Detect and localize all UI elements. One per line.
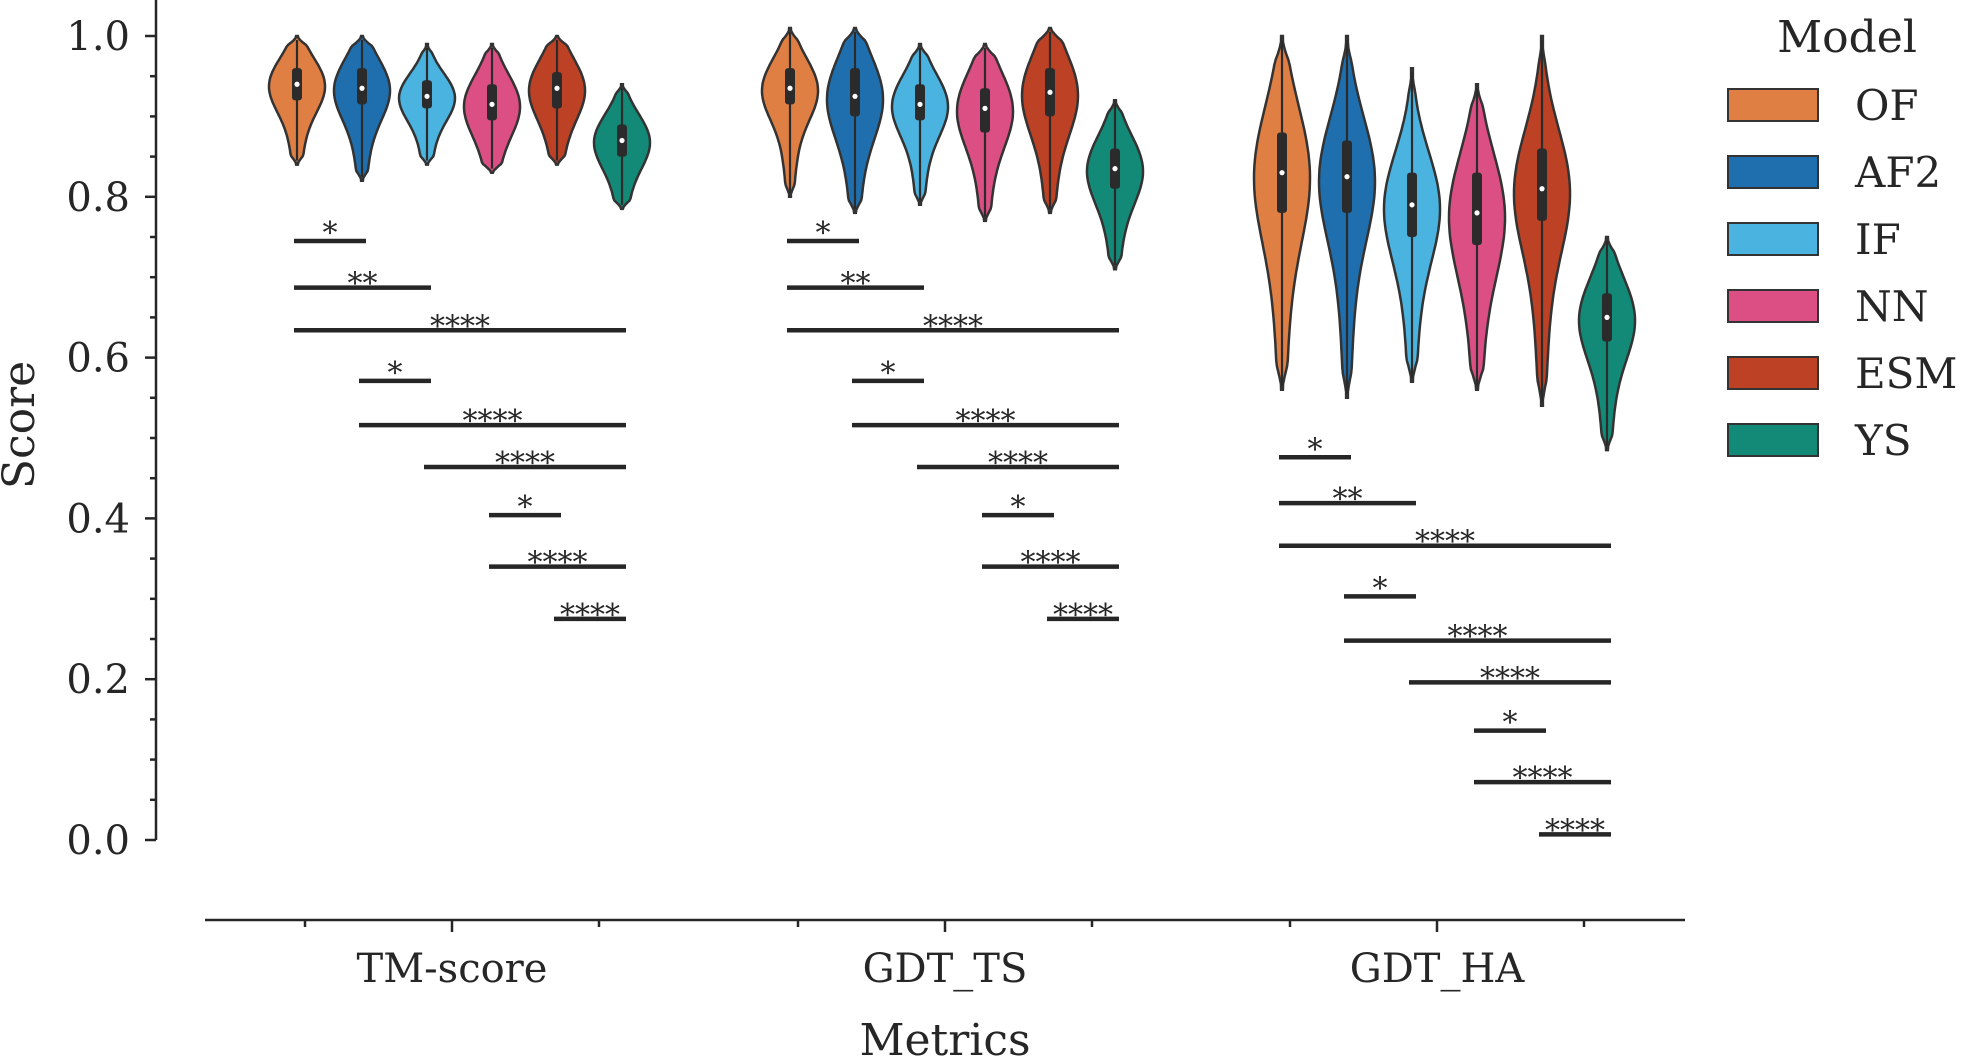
significance-label: * xyxy=(1011,490,1026,525)
y-tick-label-0-2: 0.2 xyxy=(66,657,130,703)
median-point-gdt-ts-if xyxy=(917,101,923,107)
legend-label-of: OF xyxy=(1855,81,1919,130)
significance-label: **** xyxy=(1053,598,1113,633)
significance-label: **** xyxy=(1448,620,1508,655)
median-point-tm-score-af2 xyxy=(359,85,365,91)
significance-label: **** xyxy=(1415,525,1475,560)
significance-label: * xyxy=(323,216,338,251)
x-tick-label-gdt-ha: GDT_HA xyxy=(1350,946,1526,992)
significance-label: **** xyxy=(1545,813,1605,848)
median-point-gdt-ha-esm xyxy=(1539,186,1545,192)
y-axis-label: Score xyxy=(0,361,45,489)
x-axis: TM-score GDT_TS GDT_HA Metrics xyxy=(205,918,1685,1060)
significance-label: **** xyxy=(430,309,490,344)
significance-label: **** xyxy=(988,446,1048,481)
median-point-gdt-ts-nn xyxy=(982,105,988,111)
significance-label: **** xyxy=(495,446,555,481)
legend-title: Model xyxy=(1777,12,1917,63)
significance-label: **** xyxy=(956,404,1016,439)
legend: Model OF AF2 IF NN ESM YS xyxy=(1727,12,1957,465)
significance-label: * xyxy=(816,216,831,251)
significance-label: * xyxy=(1308,432,1323,467)
median-point-gdt-ha-if xyxy=(1409,202,1415,208)
y-tick-label-0-6: 0.6 xyxy=(66,336,130,382)
median-point-gdt-ts-af2 xyxy=(852,93,858,99)
legend-label-if: IF xyxy=(1855,215,1901,264)
median-point-tm-score-nn xyxy=(489,101,495,107)
y-tick-label-1-0: 1.0 xyxy=(66,14,130,60)
significance-label: ** xyxy=(1333,482,1363,517)
legend-label-af2: AF2 xyxy=(1854,148,1941,197)
significance-label: * xyxy=(881,356,896,391)
significance-label: * xyxy=(518,490,533,525)
legend-label-nn: NN xyxy=(1855,282,1929,331)
significance-label: **** xyxy=(1021,546,1081,581)
legend-label-esm: ESM xyxy=(1855,349,1957,398)
median-point-gdt-ts-of xyxy=(787,85,793,91)
median-point-gdt-ts-ys xyxy=(1112,166,1118,172)
median-point-tm-score-esm xyxy=(554,85,560,91)
significance-label: **** xyxy=(1513,761,1573,796)
iqr-box-gdt-ts-af2 xyxy=(850,68,860,117)
y-ticks: 0.0 0.2 0.4 0.6 0.8 1.0 xyxy=(66,14,156,864)
legend-swatch-esm xyxy=(1727,356,1819,390)
iqr-box-gdt-ha-esm xyxy=(1537,148,1547,221)
x-tick-label-tm-score: TM-score xyxy=(357,946,548,992)
significance-label: **** xyxy=(528,546,588,581)
y-tick-label-0-4: 0.4 xyxy=(66,496,130,542)
x-tick-label-gdt-ts: GDT_TS xyxy=(863,946,1028,992)
x-axis-label: Metrics xyxy=(859,1015,1030,1060)
violins-layer xyxy=(267,26,1637,452)
median-point-gdt-ha-nn xyxy=(1474,210,1480,216)
significance-label: ** xyxy=(348,267,378,302)
y-tick-label-0-0: 0.0 xyxy=(66,818,130,864)
significance-label: **** xyxy=(463,404,523,439)
significance-label: ** xyxy=(841,267,871,302)
significance-label: **** xyxy=(1480,661,1540,696)
significance-label: * xyxy=(388,356,403,391)
median-point-tm-score-ys xyxy=(619,137,625,144)
significance-label: * xyxy=(1373,571,1388,606)
y-tick-label-0-8: 0.8 xyxy=(66,175,130,221)
median-point-tm-score-of xyxy=(294,81,300,87)
median-point-gdt-ha-ys xyxy=(1604,314,1610,320)
median-point-tm-score-if xyxy=(424,93,430,99)
significance-label: * xyxy=(1503,706,1518,741)
legend-entries: OF AF2 IF NN ESM YS xyxy=(1727,81,1957,465)
y-axis: 0.0 0.2 0.4 0.6 0.8 1.0 Score xyxy=(0,0,158,864)
significance-label: **** xyxy=(923,309,983,344)
iqr-box-gdt-ha-nn xyxy=(1472,172,1482,246)
legend-swatch-if xyxy=(1727,222,1819,256)
x-ticks xyxy=(303,920,1586,932)
median-point-gdt-ha-af2 xyxy=(1344,174,1350,180)
significance-annotations: ****************************************… xyxy=(294,216,1611,848)
legend-swatch-of xyxy=(1727,88,1819,122)
legend-label-ys: YS xyxy=(1854,416,1912,465)
legend-swatch-af2 xyxy=(1727,155,1819,189)
legend-swatch-nn xyxy=(1727,289,1819,323)
legend-swatch-ys xyxy=(1727,423,1819,457)
median-point-gdt-ts-esm xyxy=(1047,89,1053,95)
significance-label: **** xyxy=(560,598,620,633)
median-point-gdt-ha-of xyxy=(1279,170,1285,176)
